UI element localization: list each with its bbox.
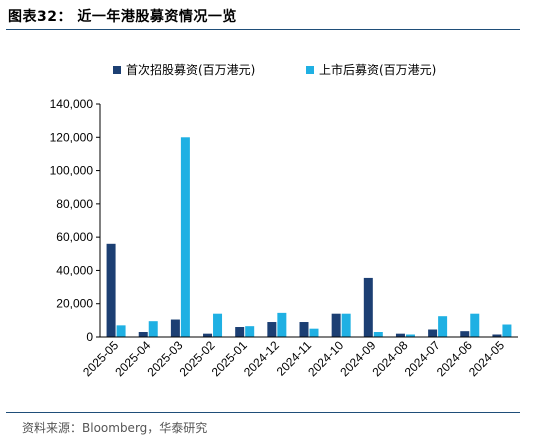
bar-2024-05-s0 [492,334,502,337]
bar-2024-08-s0 [395,333,405,337]
legend-label-1: 上市后募资(百万港元) [319,62,436,77]
legend: 首次招股募资(百万港元) 上市后募资(百万港元) [113,62,436,77]
bar-2025-03-s0 [170,319,180,337]
bar-2025-04-s0 [138,332,148,337]
y-tick-label: 0 [86,330,93,344]
x-tick-label: 2024-12 [241,338,282,379]
bar-2025-03-s1 [180,137,190,337]
bar-2024-12-s0 [267,322,277,337]
y-tick-label: 120,000 [50,130,94,144]
bar-2024-09-s1 [373,332,383,337]
legend-swatch-1 [306,66,314,74]
bar-2024-08-s1 [405,334,415,337]
source-note: 资料来源：Bloomberg，华泰研究 [22,421,208,435]
y-tick-label: 100,000 [50,164,94,178]
bar-2024-11-s1 [309,328,319,337]
legend-swatch-0 [113,66,121,74]
y-tick-label: 40,000 [56,263,93,277]
bar-2024-12-s1 [277,312,287,337]
title-divider [6,29,520,30]
source-divider [6,412,520,413]
y-tick-label: 20,000 [56,297,93,311]
x-axis: 2025-052025-042025-032025-022025-012024-… [80,336,518,379]
bar-2024-06-s0 [460,331,470,337]
bar-2025-02-s0 [203,333,213,337]
y-tick-label: 80,000 [56,197,93,211]
bar-2024-06-s1 [470,313,480,337]
bar-2025-05-s0 [106,243,116,337]
bar-2024-11-s0 [299,322,309,337]
bar-2024-09-s0 [363,277,373,337]
legend-label-0: 首次招股募资(百万港元) [126,63,255,77]
bar-2024-10-s1 [341,313,351,337]
x-tick-label: 2024-05 [466,338,507,379]
bar-2024-07-s0 [428,329,438,337]
bar-2025-01-s0 [235,327,245,337]
bar-2025-04-s1 [148,321,158,337]
bar-2025-02-s1 [213,313,223,337]
bar-2025-05-s1 [116,325,126,337]
y-tick-label: 60,000 [56,230,93,244]
y-axis: 0 20,000 40,000 60,000 80,000 100,000 120,000 1… [50,97,101,344]
figure-title: 图表32： 近一年港股募资情况一览 [8,9,237,25]
bars [106,137,512,337]
bar-2024-07-s1 [438,316,448,337]
bar-2025-01-s1 [245,326,255,337]
bar-2024-05-s1 [502,324,512,337]
bar-2024-10-s0 [331,313,341,337]
y-tick-label: 140,000 [50,97,94,111]
